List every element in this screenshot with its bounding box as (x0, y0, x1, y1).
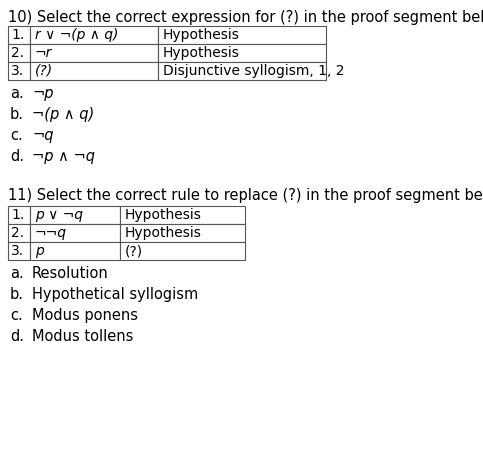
Text: ¬p ∧ ¬q: ¬p ∧ ¬q (32, 149, 95, 164)
Text: 10) Select the correct expression for (?) in the proof segment below:: 10) Select the correct expression for (?… (8, 10, 483, 25)
Bar (30, 44, 158, 62)
Bar (30, 224, 120, 242)
Bar (158, 26, 326, 44)
Text: c.: c. (10, 308, 23, 323)
Text: r ∨ ¬(p ∧ q): r ∨ ¬(p ∧ q) (35, 28, 118, 42)
Text: Hypothetical syllogism: Hypothetical syllogism (32, 287, 198, 302)
Text: Hypothesis: Hypothesis (163, 46, 240, 60)
Bar (8, 242, 30, 260)
Text: 3.: 3. (11, 64, 24, 78)
Text: ¬(p ∧ q): ¬(p ∧ q) (32, 107, 94, 122)
Text: d.: d. (10, 149, 24, 164)
Text: 1.: 1. (11, 28, 24, 42)
Text: p: p (35, 244, 44, 258)
Text: ¬¬q: ¬¬q (35, 226, 67, 240)
Bar (8, 44, 30, 62)
Bar (8, 206, 30, 224)
Text: ¬r: ¬r (35, 46, 52, 60)
Bar (158, 44, 326, 62)
Text: (?): (?) (35, 64, 53, 78)
Bar (120, 224, 245, 242)
Bar (120, 242, 245, 260)
Text: b.: b. (10, 107, 24, 122)
Text: p ∨ ¬q: p ∨ ¬q (35, 208, 83, 222)
Text: Modus tollens: Modus tollens (32, 329, 133, 344)
Text: (?): (?) (125, 244, 143, 258)
Bar (120, 206, 245, 224)
Text: 1.: 1. (11, 208, 24, 222)
Text: a.: a. (10, 266, 24, 281)
Bar (8, 26, 30, 44)
Text: c.: c. (10, 128, 23, 143)
Text: 11) Select the correct rule to replace (?) in the proof segment below:: 11) Select the correct rule to replace (… (8, 188, 483, 203)
Bar (8, 62, 30, 80)
Text: d.: d. (10, 329, 24, 344)
Text: Disjunctive syllogism, 1, 2: Disjunctive syllogism, 1, 2 (163, 64, 344, 78)
Text: Hypothesis: Hypothesis (125, 208, 202, 222)
Text: Hypothesis: Hypothesis (163, 28, 240, 42)
Text: 2.: 2. (11, 46, 24, 60)
Bar (30, 62, 158, 80)
Text: 2.: 2. (11, 226, 24, 240)
Text: Hypothesis: Hypothesis (125, 226, 202, 240)
Text: b.: b. (10, 287, 24, 302)
Bar (8, 224, 30, 242)
Bar (30, 206, 120, 224)
Text: 3.: 3. (11, 244, 24, 258)
Text: Modus ponens: Modus ponens (32, 308, 138, 323)
Bar (158, 62, 326, 80)
Bar (30, 26, 158, 44)
Text: Resolution: Resolution (32, 266, 109, 281)
Bar (30, 242, 120, 260)
Text: ¬q: ¬q (32, 128, 54, 143)
Text: a.: a. (10, 86, 24, 101)
Text: ¬p: ¬p (32, 86, 54, 101)
